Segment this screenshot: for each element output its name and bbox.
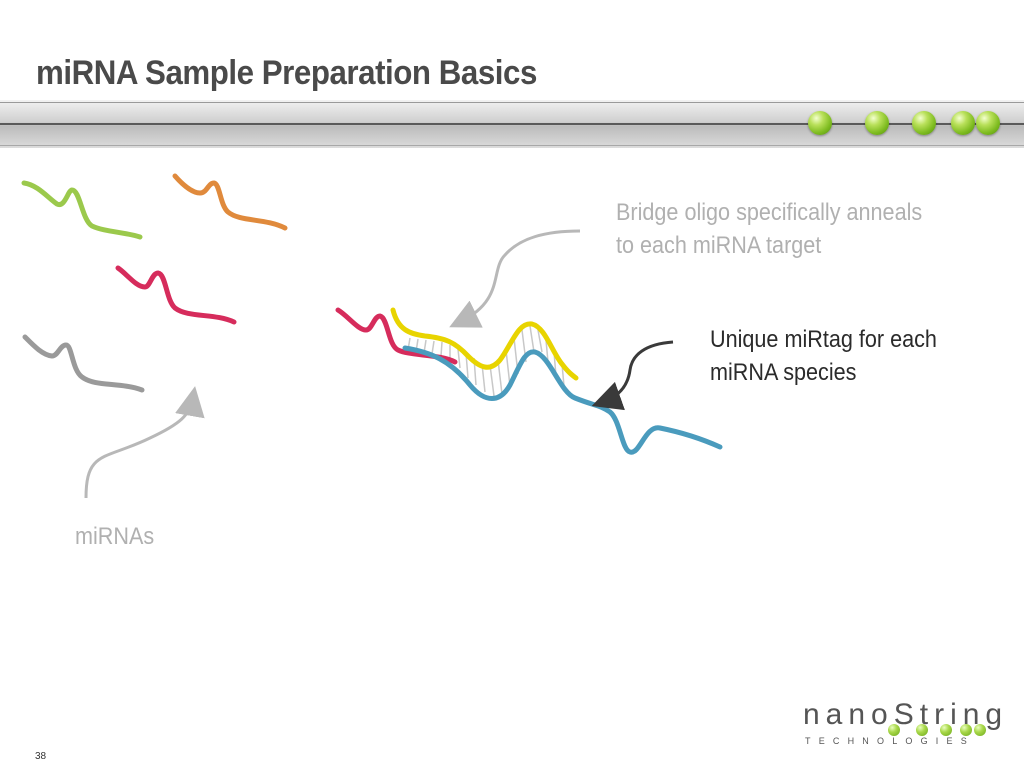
header-dot xyxy=(808,111,832,135)
header-band xyxy=(0,100,1024,148)
mirnas-arrow xyxy=(84,386,205,499)
nanostring-logo: nanoString TECHNOLOGIES xyxy=(800,700,1002,750)
page-number: 38 xyxy=(35,751,47,762)
bridge-oligo-label: Bridge oligo specifically anneals to eac… xyxy=(616,196,922,262)
mirna-strand-orange xyxy=(172,173,288,231)
mirtag-label-line1: Unique miRtag for each xyxy=(710,326,937,353)
mirtag-label-line2: miRNA species xyxy=(710,359,857,386)
logo-dot xyxy=(974,724,986,736)
mirnas-label-text: miRNAs xyxy=(75,523,155,550)
mirtag-strand xyxy=(402,345,723,455)
bridge-oligo-label-line1: Bridge oligo specifically anneals xyxy=(616,199,923,226)
mirna-strand-green xyxy=(21,180,143,240)
slide-title: miRNA Sample Preparation Basics xyxy=(36,54,537,92)
bridge-oligo-strand xyxy=(390,307,579,381)
logo-subtitle: TECHNOLOGIES xyxy=(805,736,975,746)
logo-dot xyxy=(888,724,900,736)
mirtag-label: Unique miRtag for each miRNA species xyxy=(710,323,937,389)
mirnas-label: miRNAs xyxy=(75,520,154,553)
bridge-arrow xyxy=(449,229,581,328)
header-dot xyxy=(976,111,1000,135)
logo-dot xyxy=(940,724,952,736)
header-dots xyxy=(0,100,1024,148)
bridge-oligo-label-line2: to each miRNA target xyxy=(616,232,822,259)
header-dot xyxy=(912,111,936,135)
mirtag-arrow xyxy=(591,340,674,411)
header-dot xyxy=(865,111,889,135)
logo-dot xyxy=(960,724,972,736)
logo-dot xyxy=(916,724,928,736)
bound-mirna-strand xyxy=(335,307,458,365)
mirna-strand-red xyxy=(115,265,237,325)
header-dot xyxy=(951,111,975,135)
mirna-strand-gray xyxy=(22,334,145,393)
